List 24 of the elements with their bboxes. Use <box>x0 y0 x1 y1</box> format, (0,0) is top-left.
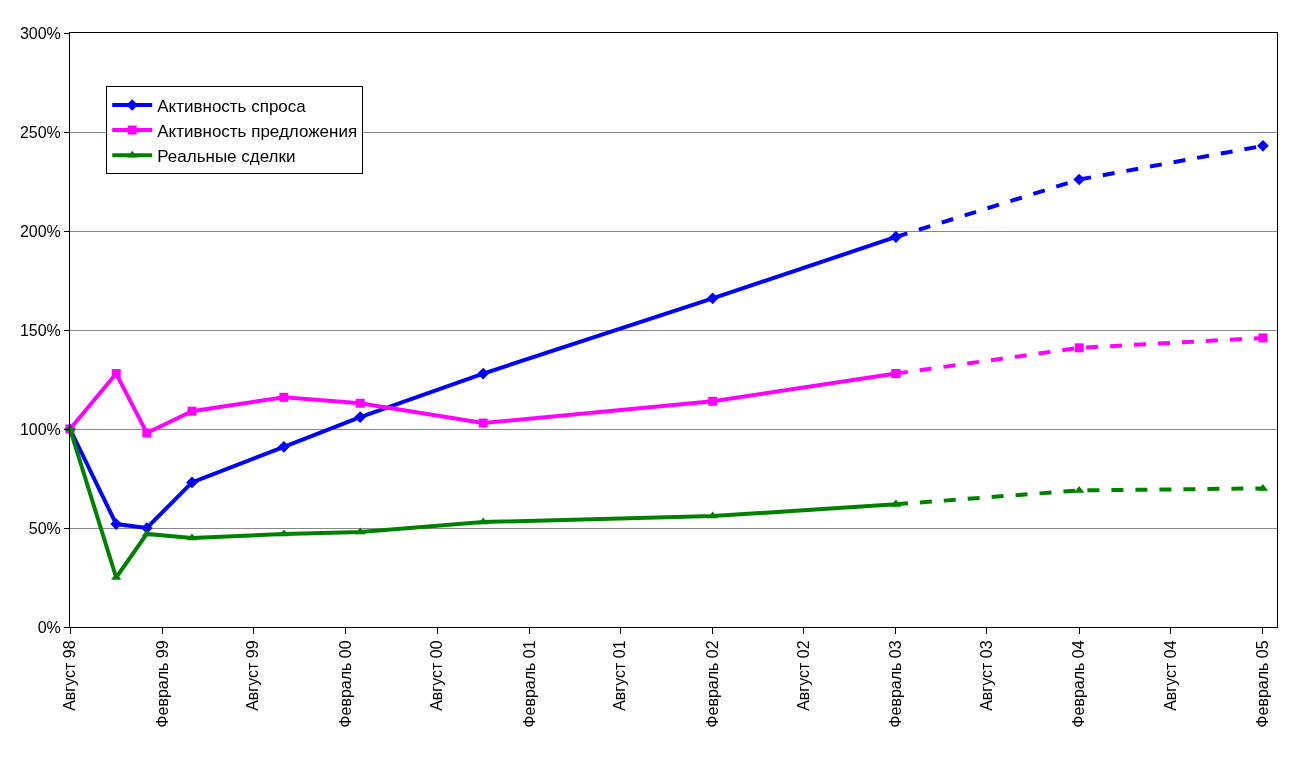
y-tick-label: 250% <box>19 123 61 141</box>
x-tick-label: Август 03 <box>978 640 995 711</box>
x-tick-label: Февраль 04 <box>1070 640 1088 728</box>
y-tick-label: 200% <box>19 222 61 240</box>
x-tick-label: Февраль 05 <box>1254 640 1272 728</box>
x-tick-label: Февраль 01 <box>520 640 538 728</box>
x-tick-label: Февраль 00 <box>336 640 354 728</box>
x-tick-label: Август 00 <box>428 640 446 711</box>
x-tick-label: Февраль 03 <box>887 640 905 728</box>
legend-label: Активность спроса <box>157 96 307 116</box>
legend-label: Реальные сделки <box>157 146 296 166</box>
legend-label: Активность предложения <box>157 121 358 141</box>
x-tick-label: Август 02 <box>794 640 812 711</box>
y-tick-label: 50% <box>28 519 61 537</box>
y-tick-label: 300% <box>19 24 61 42</box>
y-tick-label: 150% <box>19 321 61 339</box>
x-tick-label: Август 99 <box>244 640 262 711</box>
x-tick-label: Февраль 99 <box>153 640 171 728</box>
x-tick-label: Август 01 <box>611 640 629 711</box>
x-tick-label: Август 98 <box>61 640 79 711</box>
x-tick-label: Февраль 02 <box>703 640 721 728</box>
x-tick-label: Август 04 <box>1161 640 1179 711</box>
y-tick-label: 0% <box>37 618 61 636</box>
y-tick-label: 100% <box>19 420 61 438</box>
